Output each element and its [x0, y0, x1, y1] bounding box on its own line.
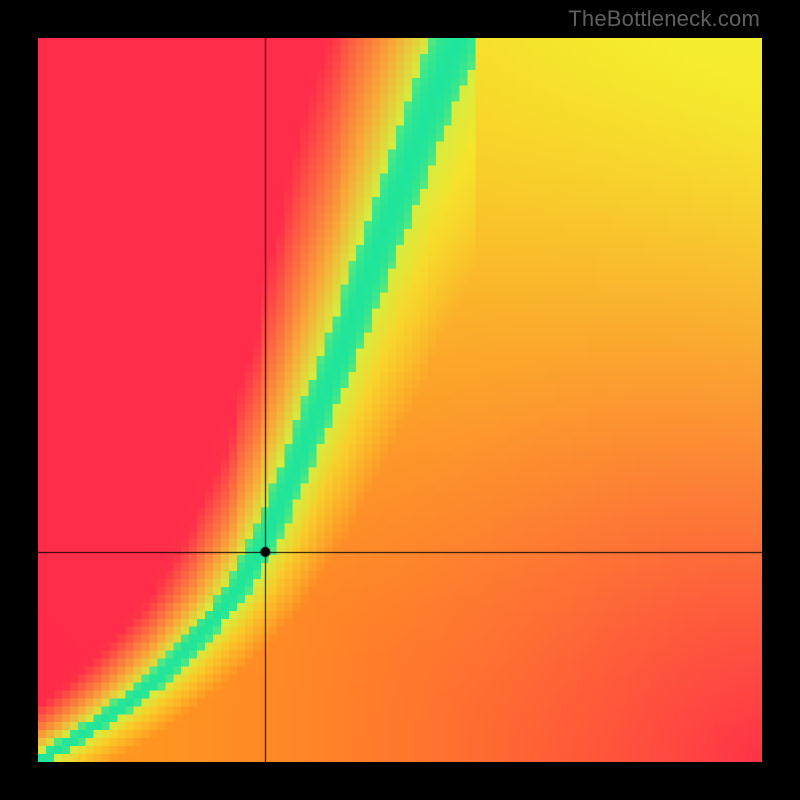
crosshair-overlay [38, 38, 762, 762]
chart-container: TheBottleneck.com [0, 0, 800, 800]
watermark-text: TheBottleneck.com [568, 6, 760, 32]
